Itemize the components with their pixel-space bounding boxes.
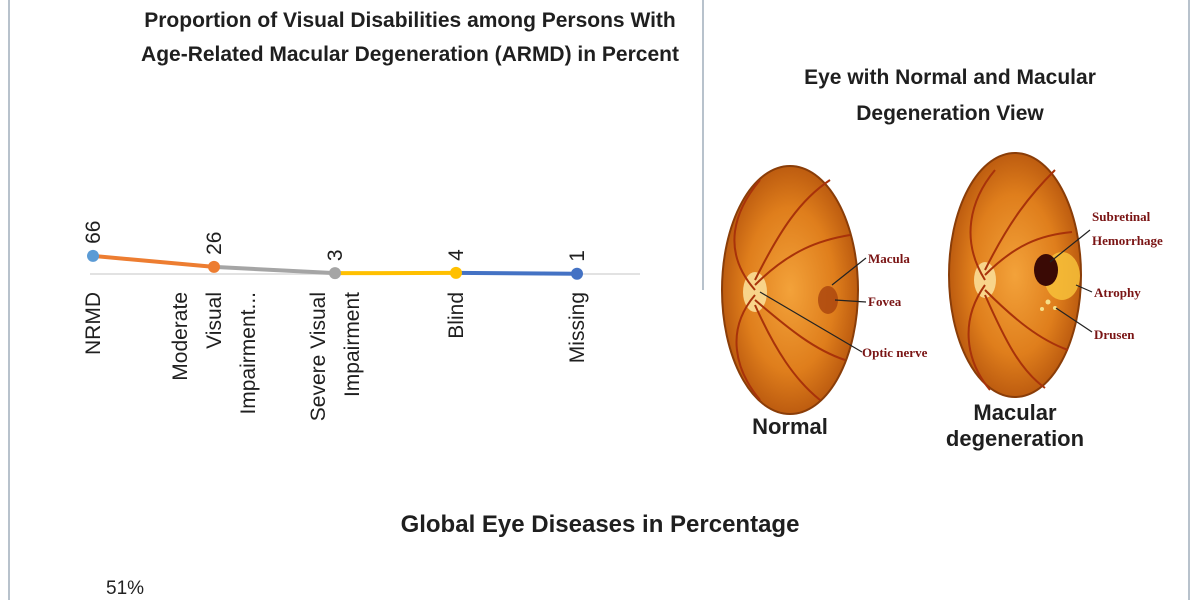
degenerated-vessels [967,169,1073,391]
data-point [450,266,462,279]
pie-chart-title: Global Eye Diseases in Percentage [400,511,800,538]
series-line [91,253,579,276]
value-label: 4 [445,249,468,261]
series-segment [454,270,579,276]
normal-retina [721,165,859,415]
drusen-leader-line [1055,307,1093,333]
drusen-dot [1053,306,1057,310]
hemorrhage-annotation-line-2: Hemorrhage [1092,233,1163,248]
hemorrhage-annotation-line-1: Subretinal [1092,209,1151,224]
value-labels: 66 26 3 4 1 [82,221,589,262]
pie-data-label: 51% [106,578,145,599]
optic-nerve-leader-line [759,291,863,353]
normal-eye: Macula Fovea Optic nerve Normal [721,165,928,439]
data-point [208,260,220,273]
frame-right-border [1188,0,1190,600]
hemorrhage-spot [1034,254,1058,286]
optic-nerve-annotation: Optic nerve [862,345,928,360]
frame-left-border [8,0,10,600]
series-points [87,249,583,280]
value-label: 1 [566,250,589,262]
drusen-annotation: Drusen [1094,327,1135,342]
chart-title-line-1: Proportion of Visual Disabilities among … [144,9,676,32]
frame-divider [702,0,704,290]
category-label: Blind [445,292,468,339]
fovea-annotation: Fovea [868,294,902,309]
fovea-leader-line [834,299,867,303]
chart-title-line-2: Age-Related Macular Degeneration (ARMD) … [141,43,679,66]
macula-leader-line [831,257,867,286]
data-point [329,267,341,280]
drusen-dot [1040,307,1044,311]
category-label: Missing [566,292,589,363]
degenerated-eye: Subretinal Hemorrhage Atrophy Drusen Mac… [946,152,1163,451]
category-label: Severe Visual [307,292,330,421]
category-label: Moderate [169,292,192,381]
series-segment [212,264,337,276]
category-labels: NRMD Moderate Visual Impairment... Severe Vi… [82,292,589,421]
normal-vessels [733,179,851,401]
degenerated-retina [948,152,1082,398]
diagram-title-line-2: Degeneration View [856,102,1044,125]
diagram-title-line-1: Eye with Normal and Macular [804,66,1096,89]
atrophy-leader-line [1075,284,1093,293]
category-label: Impairment... [237,292,260,415]
normal-eye-caption: Normal [752,414,828,439]
normal-macula [818,286,838,314]
value-label: 66 [82,221,105,244]
value-label: 3 [324,249,347,261]
category-label: NRMD [82,292,105,355]
atrophy-annotation: Atrophy [1094,285,1141,300]
category-label: Visual [203,292,226,349]
value-label: 26 [203,232,226,255]
degenerated-eye-caption-line-1: Macular [973,400,1057,425]
degenerated-eye-caption-line-2: degeneration [946,426,1084,451]
data-point [571,267,583,280]
chart-title: Proportion of Visual Disabilities among … [60,4,760,72]
data-point [87,249,99,262]
hemorrhage-leader-line [1049,229,1091,263]
line-chart: 66 26 3 4 1 NRMD Moderate Visual Impairment... S… [82,221,640,421]
diagram-title: Eye with Normal and Macular Degeneration… [740,60,1160,132]
category-label: Impairment [341,292,364,397]
drusen-dot [1045,299,1051,305]
macula-annotation: Macula [868,251,910,266]
series-segment [91,253,216,269]
